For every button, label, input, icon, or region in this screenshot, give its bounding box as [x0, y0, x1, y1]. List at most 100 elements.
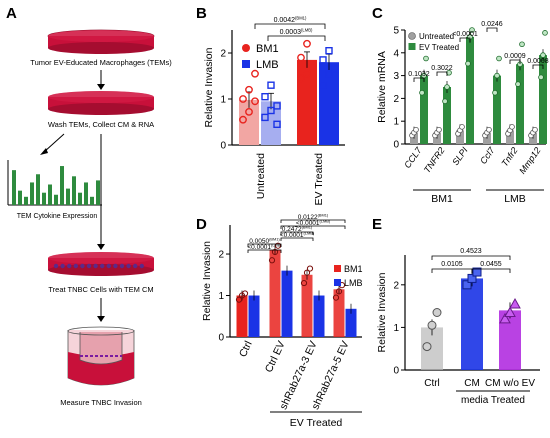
panel-letter-a: A: [6, 5, 17, 22]
y-tick-label: 3: [393, 71, 399, 82]
bar: [499, 310, 521, 370]
x-tick-label: Ccl7: [478, 145, 497, 166]
p-value: 0.0050(BM1): [249, 237, 280, 246]
dish-icon: [48, 252, 154, 276]
x-tick-label: Ctrl EV: [263, 339, 288, 374]
legend-label: BM1: [256, 43, 279, 55]
data-point: [494, 72, 500, 79]
data-point: [273, 120, 281, 129]
cytokine-bar: [78, 192, 82, 205]
significance-bracket: [471, 268, 511, 273]
panel-letter-b: B: [196, 5, 207, 22]
significance-bracket: [431, 255, 511, 260]
y-axis-label: Relative Invasion: [201, 241, 213, 321]
y-tick-label: 2: [393, 280, 399, 291]
panel-a: A Tumor EV-Educated Macrophages (TEMs) W…: [6, 5, 172, 407]
group-label: BM1: [431, 193, 453, 205]
data-point: [467, 273, 477, 283]
data-point: [442, 98, 448, 105]
y-tick-label: 1: [218, 291, 224, 302]
x-tick-label: CM: [464, 378, 480, 389]
bar: [333, 289, 345, 337]
data-point: [423, 55, 429, 62]
data-point: [297, 53, 305, 62]
y-tick-label: 4: [393, 48, 399, 59]
bar: [506, 130, 514, 144]
panel-b: B 0 1 2 Relative Invasion Untreated EV Treate…: [196, 5, 345, 206]
bar: [261, 101, 281, 145]
data-point: [519, 41, 525, 48]
cell-dot: [53, 263, 59, 269]
data-point: [297, 74, 305, 83]
cell-dot: [73, 263, 79, 269]
data-point: [235, 296, 243, 303]
bar: [443, 87, 451, 144]
cytokine-bar: [66, 188, 70, 205]
cytokine-bar: [24, 196, 28, 205]
y-tick-label: 1: [393, 323, 399, 334]
bar: [269, 249, 281, 337]
data-point: [486, 126, 492, 133]
p-value: 0.3022: [431, 65, 453, 72]
data-point: [303, 269, 311, 276]
step-label: Wash TEMs, Collect CM & RNA: [48, 120, 154, 129]
cytokine-bar: [90, 196, 94, 205]
p-value: 0.2472(BM1): [282, 225, 313, 234]
cytokine-bar: [36, 174, 40, 205]
significance-bracket: [267, 35, 326, 41]
data-point: [261, 113, 269, 122]
cytokine-bar: [18, 190, 22, 205]
p-value: 0.4523: [460, 248, 482, 255]
bar: [297, 59, 317, 145]
cell-dot: [93, 263, 98, 269]
legend-label: LMB: [256, 59, 279, 71]
p-value: 0.0122(BM1): [298, 213, 329, 222]
cell-dot: [100, 263, 105, 269]
step-label: Tumor EV-Educated Macrophages (TEMs): [30, 58, 172, 67]
p-value: <0.0001(LMB): [247, 243, 282, 252]
data-point: [267, 81, 275, 89]
data-point: [319, 81, 327, 89]
panel-letter-c: C: [372, 5, 383, 22]
data-point: [268, 257, 276, 264]
bar: [236, 295, 248, 337]
data-point: [469, 27, 475, 33]
data-point: [540, 52, 546, 58]
bar: [421, 327, 443, 370]
bar: [539, 55, 547, 144]
data-point: [261, 92, 269, 101]
cell-dot: [86, 263, 92, 269]
legend-marker: [408, 43, 416, 50]
bar: [456, 130, 464, 144]
cell-dot: [60, 263, 65, 269]
dish-icon: [47, 29, 155, 54]
significance-bracket: [431, 268, 473, 273]
bar: [420, 75, 428, 144]
cell-dot: [133, 263, 138, 269]
data-point: [303, 69, 311, 78]
significance-bracket: [413, 77, 425, 82]
y-tick-label: 5: [393, 26, 399, 37]
data-point: [509, 124, 515, 130]
p-value: 0.0246: [481, 21, 503, 28]
x-tick-label: Ctrl: [424, 378, 440, 389]
data-point: [509, 297, 521, 309]
data-point: [273, 102, 281, 110]
bar: [301, 274, 313, 337]
data-point: [492, 89, 498, 96]
significance-bracket: [280, 225, 346, 229]
x-tick-label: CCL7: [402, 145, 424, 170]
panel-e: E 0 1 2 Relative Invasion Ctrl CM CM w/o EV 0.4…: [372, 216, 540, 406]
data-point: [245, 85, 253, 94]
x-tick-label: Mmp12: [517, 145, 542, 175]
legend-marker: [408, 32, 416, 40]
data-point: [419, 89, 425, 96]
cell-dot: [139, 263, 144, 269]
panel-letter-d: D: [196, 216, 207, 233]
y-tick-label: 0: [218, 333, 224, 344]
data-point: [239, 115, 247, 124]
legend-label: EV Treated: [419, 43, 459, 52]
x-tick-label: CM w/o EV: [485, 378, 535, 389]
data-point: [532, 126, 538, 133]
